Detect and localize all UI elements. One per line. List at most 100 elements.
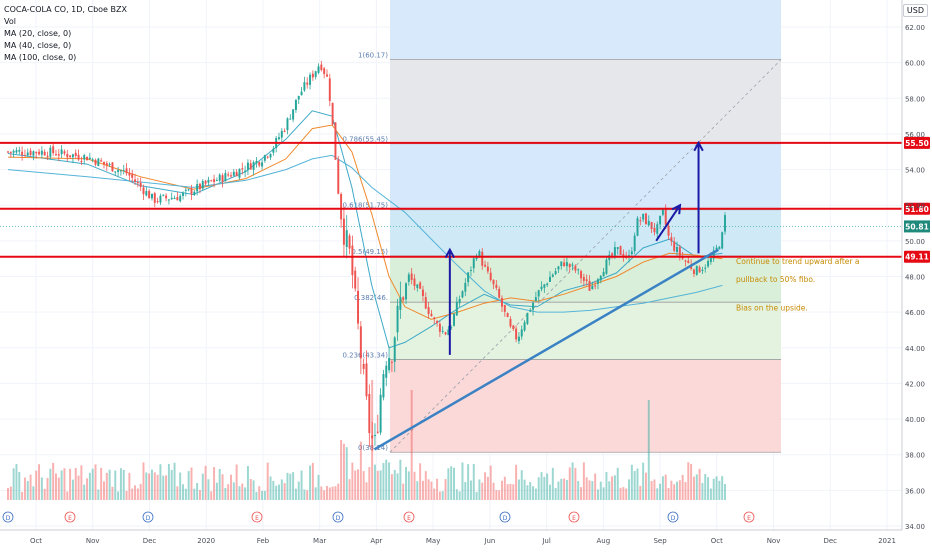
- candle-body: [692, 269, 695, 275]
- candle-body: [396, 305, 399, 333]
- volume-bar: [647, 400, 650, 500]
- volume-bar: [286, 472, 289, 500]
- volume-bar: [608, 481, 611, 500]
- candle-body: [278, 137, 280, 140]
- volume-bar: [416, 481, 419, 500]
- volume-bar: [413, 471, 416, 500]
- volume-bar: [650, 481, 653, 500]
- volume-bar: [390, 474, 393, 500]
- candle-body: [215, 180, 218, 182]
- event-marker: [403, 511, 415, 523]
- candle-body: [80, 160, 83, 162]
- volume-bar: [571, 462, 574, 500]
- volume-bar: [60, 470, 63, 500]
- candle-body: [71, 154, 74, 158]
- volume-bar: [515, 464, 518, 500]
- volume-bar: [148, 473, 151, 500]
- candle-body: [503, 304, 506, 312]
- candle-body: [453, 313, 455, 326]
- y-tick-label: 56.00: [905, 131, 925, 139]
- volume-bar: [275, 485, 278, 500]
- volume-bar: [215, 482, 218, 500]
- volume-bar: [263, 490, 266, 500]
- volume-bar: [114, 470, 117, 500]
- volume-bar: [619, 487, 622, 500]
- volume-bar: [458, 491, 461, 500]
- volume-bar: [86, 478, 89, 500]
- candle-body: [639, 220, 642, 222]
- volume-bar: [636, 468, 639, 500]
- candle-body: [557, 266, 560, 270]
- volume-bar: [122, 469, 125, 500]
- volume-bar: [77, 475, 80, 500]
- candle-body: [187, 189, 190, 191]
- candle-body: [469, 269, 472, 271]
- candle-body: [182, 192, 184, 196]
- candle-body: [653, 227, 656, 233]
- legend-vol[interactable]: Vol: [4, 17, 16, 26]
- volume-bar: [190, 467, 193, 500]
- legend-ma40[interactable]: MA (40, close, 0): [4, 41, 72, 50]
- volume-bar: [173, 462, 176, 500]
- candle-body: [475, 257, 478, 260]
- arrow-up-1-head: [444, 247, 456, 259]
- y-tick-label: 40.00: [905, 416, 925, 424]
- candle-body: [111, 162, 114, 172]
- candle-body: [529, 310, 532, 312]
- volume-bar: [306, 490, 309, 500]
- fib-band: [390, 59, 781, 144]
- volume-bar: [419, 463, 422, 500]
- candle-body: [12, 150, 15, 153]
- currency-button[interactable]: USD: [902, 4, 928, 17]
- volume-bar: [207, 479, 210, 500]
- volume-bar: [709, 488, 712, 500]
- event-marker: [64, 511, 76, 523]
- candle-body: [142, 187, 145, 195]
- volume-bar: [664, 474, 667, 500]
- candle-body: [114, 171, 117, 173]
- candle-body: [74, 152, 77, 156]
- candle-body: [52, 146, 55, 154]
- candle-body: [441, 330, 444, 332]
- volume-bar: [66, 491, 69, 500]
- volume-bar: [554, 488, 557, 500]
- candle-body: [232, 171, 235, 176]
- candle-body: [709, 257, 712, 263]
- x-tick-label: Jul: [541, 537, 551, 545]
- candle-body: [424, 297, 427, 309]
- volume-bar: [303, 489, 306, 500]
- volume-bar: [117, 491, 120, 500]
- candle-body: [86, 156, 89, 161]
- volume-bar: [210, 491, 213, 500]
- fib-level-label: 0.382(46.: [354, 294, 388, 302]
- candle-body: [659, 215, 662, 225]
- volume-bar: [170, 469, 173, 500]
- volume-bar: [18, 472, 21, 500]
- volume-bar: [69, 468, 72, 500]
- candle-body: [509, 318, 512, 327]
- volume-bar: [388, 462, 391, 500]
- volume-bar: [625, 488, 628, 500]
- candle-body: [670, 237, 673, 242]
- volume-bar: [241, 483, 244, 500]
- volume-bar: [292, 472, 295, 500]
- volume-bar: [150, 469, 153, 500]
- candle-body: [602, 271, 605, 277]
- candle-body: [292, 109, 295, 120]
- candle-body: [255, 161, 258, 164]
- legend-ma20[interactable]: MA (20, close, 0): [4, 29, 72, 38]
- candle-body: [430, 313, 433, 317]
- candle-body: [492, 279, 495, 285]
- candle-body: [221, 175, 224, 182]
- candle-body: [303, 82, 306, 91]
- candle-body: [379, 394, 382, 433]
- volume-bar: [622, 487, 625, 500]
- candle-body: [574, 265, 577, 271]
- volume-bar: [213, 467, 216, 500]
- volume-bar: [385, 459, 388, 500]
- volume-bar: [218, 468, 221, 500]
- legend-ma100[interactable]: MA (100, close, 0): [4, 53, 77, 62]
- legend-symbol[interactable]: COCA-COLA CO, 1D, Cboe BZX: [4, 5, 127, 14]
- volume-bar: [661, 476, 664, 500]
